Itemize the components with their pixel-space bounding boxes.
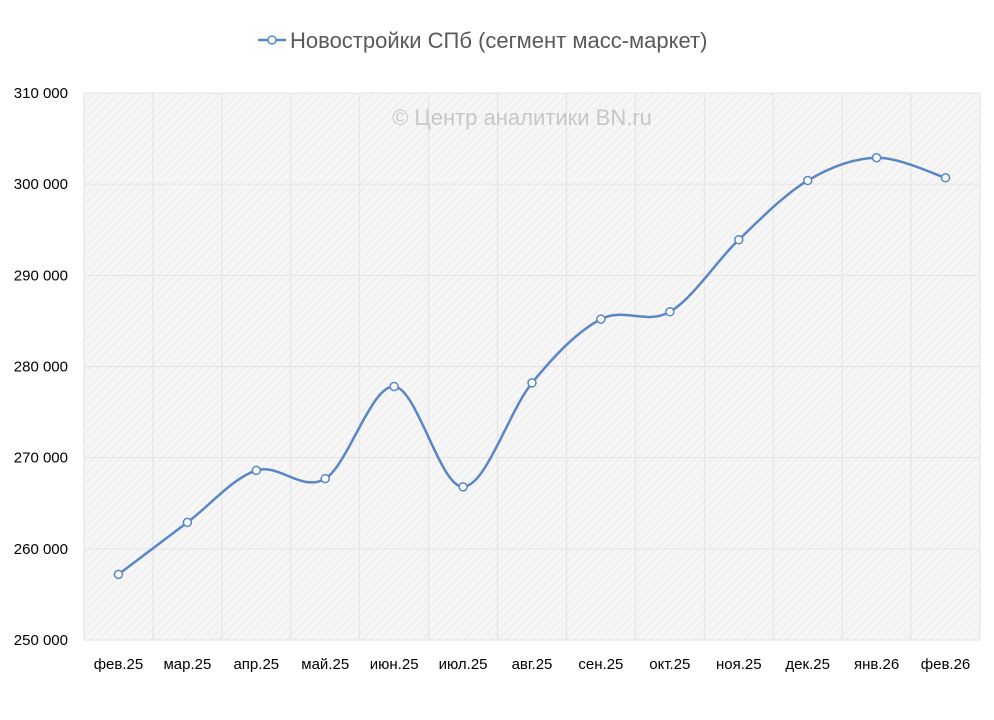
- x-tick-label: июн.25: [370, 656, 419, 673]
- x-tick-label: сен.25: [578, 656, 623, 673]
- legend-point-marker: [267, 35, 277, 45]
- y-tick-label: 270 000: [14, 450, 68, 467]
- x-tick-label: апр.25: [233, 656, 279, 673]
- grid-lines: [83, 92, 981, 641]
- series-points: [113, 152, 951, 580]
- y-tick-label: 260 000: [14, 541, 68, 558]
- x-tick-label: фев.26: [921, 656, 971, 673]
- y-tick-label: 280 000: [14, 359, 68, 376]
- legend: Новостройки СПб (сегмент масс-маркет): [258, 28, 707, 53]
- data-point: [458, 482, 468, 492]
- x-tick-label: авг.25: [512, 656, 553, 673]
- data-point: [320, 473, 330, 484]
- y-tick-label: 300 000: [14, 176, 68, 193]
- data-point: [389, 381, 399, 392]
- x-tick-label: янв.26: [854, 656, 899, 673]
- x-tick-label: июл.25: [439, 656, 488, 673]
- data-point: [113, 569, 124, 580]
- data-point: [182, 517, 193, 528]
- data-point: [734, 235, 744, 245]
- legend-label: Новостройки СПб (сегмент масс-маркет): [290, 28, 707, 53]
- data-point: [940, 173, 951, 183]
- data-point: [802, 175, 813, 186]
- watermark: © Центр аналитики BN.ru: [392, 105, 652, 130]
- x-tick-label: мар.25: [163, 656, 211, 673]
- x-tick-label: дек.25: [785, 656, 830, 673]
- data-point: [251, 465, 262, 476]
- data-point: [527, 378, 537, 388]
- x-tick-label: окт.25: [649, 656, 690, 673]
- data-point: [871, 152, 882, 163]
- x-tick-label: ноя.25: [716, 656, 762, 673]
- x-tick-label: май.25: [301, 656, 349, 673]
- data-point: [596, 314, 606, 324]
- y-tick-label: 290 000: [14, 267, 68, 284]
- y-tick-label: 310 000: [14, 85, 68, 102]
- x-tick-label: фев.25: [94, 656, 144, 673]
- y-tick-label: 250 000: [14, 632, 68, 649]
- data-point: [665, 307, 675, 317]
- x-axis-labels: фев.25 мар.25 апр.25 май.25 июн.25 июл.25 авг.…: [94, 656, 971, 673]
- y-axis-labels: 250 000 260 000 270 000 280 000 290 000 300 0…: [14, 85, 68, 649]
